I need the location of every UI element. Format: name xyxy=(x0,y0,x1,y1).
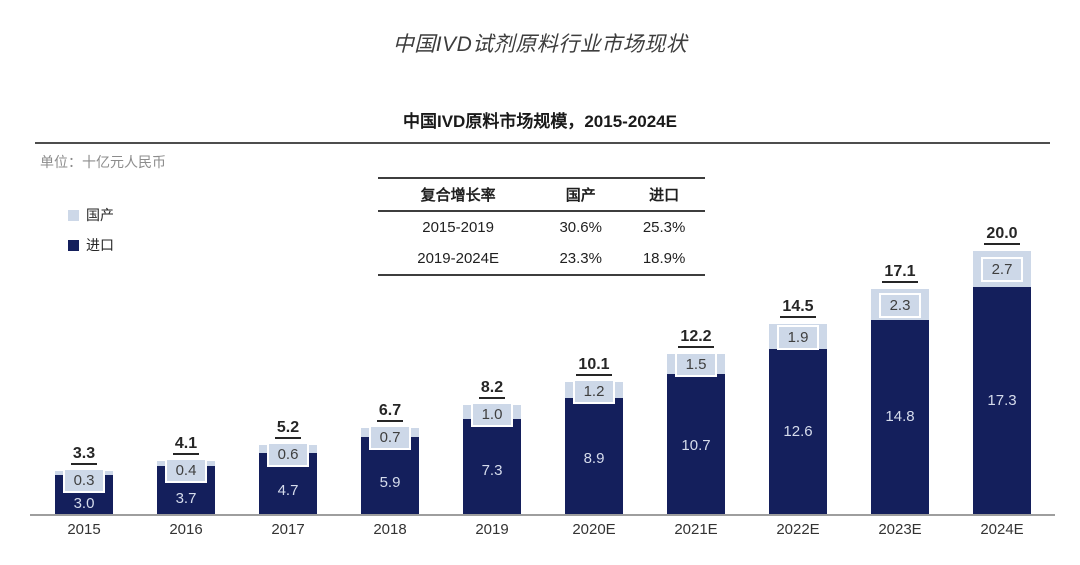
legend: 国产 进口 xyxy=(68,206,114,254)
bar-column-2022E: 14.5 1.9 12.6 xyxy=(747,203,849,515)
x-axis-label-2022E: 2022E xyxy=(776,521,820,538)
bar-total-label: 14.5 xyxy=(780,298,816,318)
cagr-domestic-1: 30.6% xyxy=(559,219,602,236)
x-axis-label-2018: 2018 xyxy=(373,521,407,538)
bar-segment-import xyxy=(463,418,521,515)
legend-label-domestic: 国产 xyxy=(86,207,114,223)
cagr-import-2: 18.9% xyxy=(642,250,686,267)
x-axis-label-2023E: 2023E xyxy=(878,521,922,538)
stacked-bar: 1.9 12.6 xyxy=(769,323,827,515)
segment-label-domestic: 1.9 xyxy=(777,324,819,350)
x-axis-label-2021E: 2021E xyxy=(674,521,718,538)
bar-column-2024E: 20.0 2.7 17.3 xyxy=(951,203,1053,515)
legend-label-import: 进口 xyxy=(86,237,114,253)
bar-segment-import xyxy=(973,286,1031,515)
stacked-bar: 0.3 3.0 xyxy=(55,468,113,515)
segment-label-domestic: 1.5 xyxy=(675,352,717,378)
cagr-header-domestic: 国产 xyxy=(565,187,596,204)
segment-label-import: 10.7 xyxy=(681,437,711,455)
stacked-bar: 0.7 5.9 xyxy=(361,424,419,515)
cagr-table-row-2015-2019: 2015-2019 30.6% 25.3% xyxy=(378,212,705,243)
stacked-bar: 2.7 17.3 xyxy=(973,251,1031,515)
segment-label-import: 17.3 xyxy=(987,391,1017,409)
segment-label-domestic: 1.2 xyxy=(573,378,615,404)
segment-label-domestic: 0.7 xyxy=(369,424,411,450)
segment-label-import: 3.0 xyxy=(73,495,95,513)
bar-column-2016: 4.1 0.4 3.7 xyxy=(135,203,237,515)
cagr-period-2: 2019-2024E xyxy=(417,250,499,267)
stacked-bar: 1.2 8.9 xyxy=(565,378,623,515)
bar-total-label: 17.1 xyxy=(882,263,918,284)
x-axis-label-2020E: 2020E xyxy=(572,521,616,538)
segment-label-import: 4.7 xyxy=(277,482,299,499)
cagr-period-1: 2015-2019 xyxy=(422,219,494,236)
legend-swatch-import xyxy=(68,239,79,251)
chart-top-divider xyxy=(35,142,1050,144)
segment-label-import: 12.6 xyxy=(783,423,813,441)
x-axis-label-2016: 2016 xyxy=(169,521,203,538)
bar-total-label: 10.1 xyxy=(576,356,612,376)
bar-column-2018: 6.7 0.7 5.9 xyxy=(339,203,441,515)
bar-total-label: 12.2 xyxy=(678,328,714,348)
cagr-import-1: 25.3% xyxy=(642,219,686,236)
segment-label-domestic: 0.4 xyxy=(165,457,207,483)
bar-segment-import xyxy=(769,348,827,515)
stacked-bar: 1.5 10.7 xyxy=(667,352,725,515)
bar-total-label: 20.0 xyxy=(984,225,1020,245)
bar-total-label: 6.7 xyxy=(376,402,404,422)
x-axis-label-2015: 2015 xyxy=(67,521,101,538)
bar-total-label: 3.3 xyxy=(70,445,98,466)
bar-column-2015: 3.3 0.3 3.0 xyxy=(33,203,135,515)
bar-column-2019: 8.2 1.0 7.3 xyxy=(441,203,543,515)
segment-label-import: 7.3 xyxy=(481,462,503,480)
unit-label: 单位：十亿元人民币 xyxy=(40,154,166,170)
segment-label-import: 14.8 xyxy=(885,408,915,426)
segment-label-import: 5.9 xyxy=(379,473,401,491)
bar-segment-import xyxy=(667,373,725,515)
cagr-table: 复合增长率 国产 进口 2015-2019 30.6% 25.3% 2019-2… xyxy=(378,177,705,276)
x-axis-label-2017: 2017 xyxy=(271,521,305,538)
x-axis-label-2024E: 2024E xyxy=(980,521,1024,538)
segment-label-domestic: 0.6 xyxy=(267,442,309,467)
bar-column-2020E: 10.1 1.2 8.9 xyxy=(543,203,645,515)
bar-total-label: 4.1 xyxy=(172,435,200,455)
chart-title: 中国IVD原料市场规模，2015-2024E xyxy=(403,112,677,131)
bar-segment-import xyxy=(565,397,623,515)
segment-label-import: 8.9 xyxy=(583,450,605,468)
stacked-bar: 2.3 14.8 xyxy=(871,289,929,516)
legend-item-domestic: 国产 xyxy=(68,206,114,224)
segment-label-import: 3.7 xyxy=(175,490,197,507)
bar-segment-import xyxy=(871,319,929,516)
page-title: 中国IVD试剂原料行业市场现状 xyxy=(392,33,688,56)
cagr-table-header-row: 复合增长率 国产 进口 xyxy=(378,179,705,212)
segment-label-domestic: 2.3 xyxy=(879,293,921,318)
bar-segment-import xyxy=(361,437,419,515)
legend-item-import: 进口 xyxy=(68,236,114,254)
x-axis-line xyxy=(30,514,1055,516)
x-axis-label-2019: 2019 xyxy=(475,521,509,538)
stacked-bar: 0.4 3.7 xyxy=(157,457,215,515)
cagr-header-metric: 复合增长率 xyxy=(420,187,496,204)
cagr-table-row-2019-2024E: 2019-2024E 23.3% 18.9% xyxy=(378,243,705,274)
bar-column-2021E: 12.2 1.5 10.7 xyxy=(645,203,747,515)
bar-total-label: 8.2 xyxy=(478,379,506,400)
bar-column-2017: 5.2 0.6 4.7 xyxy=(237,203,339,515)
bar-column-2023E: 17.1 2.3 14.8 xyxy=(849,203,951,516)
stacked-bar: 1.0 7.3 xyxy=(463,402,521,515)
segment-label-domestic: 2.7 xyxy=(981,257,1023,283)
segment-label-domestic: 0.3 xyxy=(63,468,105,494)
stacked-bar: 0.6 4.7 xyxy=(259,442,317,515)
bar-chart-area: 3.3 0.3 3.0 4.1 0.4 3.7 5.2 0.6 4.7 6.7 0.7 5.9 8.2 1… xyxy=(33,203,1053,516)
legend-swatch-domestic xyxy=(68,209,79,221)
bar-total-label: 5.2 xyxy=(274,419,302,439)
x-axis-labels: 2015 2016 2017 2018 2019 2020E 2021E 2022E 2023E… xyxy=(33,521,1053,538)
cagr-header-import: 进口 xyxy=(649,187,680,204)
cagr-domestic-2: 23.3% xyxy=(559,250,602,267)
segment-label-domestic: 1.0 xyxy=(471,402,513,428)
